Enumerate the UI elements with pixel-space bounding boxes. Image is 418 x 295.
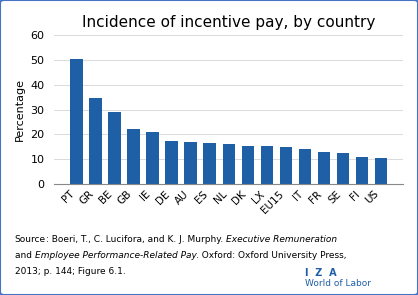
Text: 2013; p. 144; Figure 6.1.: 2013; p. 144; Figure 6.1.: [15, 267, 125, 276]
Bar: [242, 145, 254, 184]
Bar: [222, 144, 235, 184]
Title: Incidence of incentive pay, by country: Incidence of incentive pay, by country: [82, 15, 375, 30]
Bar: [70, 59, 83, 184]
Bar: [356, 157, 368, 184]
Bar: [337, 153, 349, 184]
Bar: [89, 99, 102, 184]
Bar: [204, 143, 216, 184]
Bar: [166, 140, 178, 184]
Text: . Oxford: Oxford University Press,: . Oxford: Oxford University Press,: [196, 251, 347, 260]
Text: I  Z  A: I Z A: [305, 268, 337, 278]
Text: Executive Remuneration: Executive Remuneration: [226, 235, 337, 244]
Bar: [127, 130, 140, 184]
Bar: [184, 142, 197, 184]
Bar: [280, 147, 292, 184]
Text: World of Labor: World of Labor: [305, 279, 371, 288]
Y-axis label: Percentage: Percentage: [15, 78, 25, 141]
Bar: [298, 149, 311, 184]
Bar: [260, 145, 273, 184]
Bar: [318, 152, 330, 184]
Bar: [146, 132, 159, 184]
Text: Source: Source: [15, 235, 46, 244]
Text: Employee Performance-Related Pay: Employee Performance-Related Pay: [35, 251, 196, 260]
Text: : Boeri, T., C. Lucifora, and K. J. Murphy.: : Boeri, T., C. Lucifora, and K. J. Murp…: [46, 235, 226, 244]
Bar: [108, 112, 121, 184]
Text: and: and: [15, 251, 35, 260]
Bar: [375, 158, 387, 184]
